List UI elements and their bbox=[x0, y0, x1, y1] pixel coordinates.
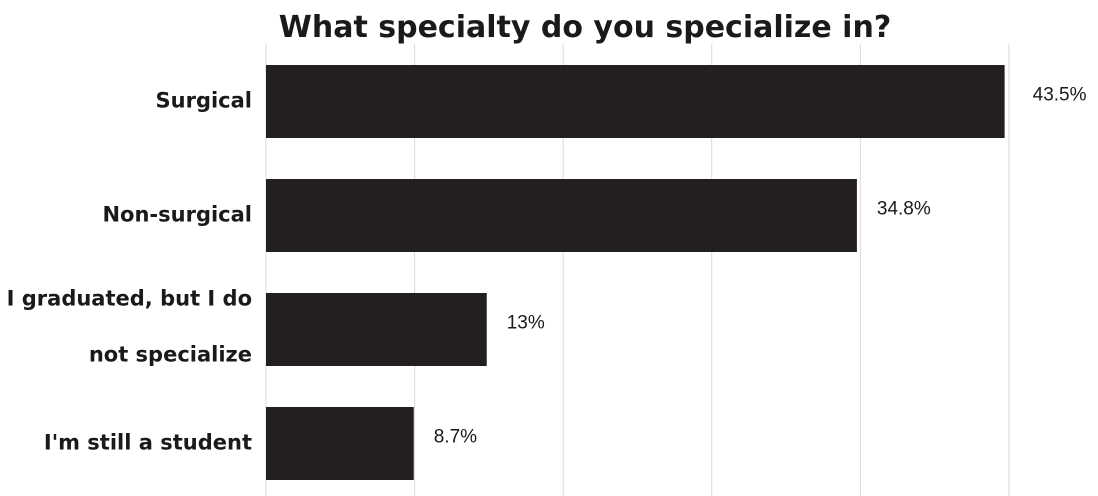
value-label-0: 43.5% bbox=[1033, 85, 1087, 106]
bar-2 bbox=[266, 293, 487, 366]
chart-title: What specialty do you specialize in? bbox=[278, 10, 892, 45]
value-label-3: 8.7% bbox=[434, 427, 477, 448]
category-label-3: I'm still a student bbox=[44, 431, 252, 455]
value-label-2: 13% bbox=[507, 313, 545, 334]
bar-3 bbox=[266, 407, 414, 480]
category-label-2-line-0: I graduated, but I do bbox=[7, 287, 252, 311]
bar-0 bbox=[266, 65, 1005, 138]
category-label-1: Non-surgical bbox=[102, 203, 252, 227]
value-label-1: 34.8% bbox=[877, 199, 931, 220]
category-label-0: Surgical bbox=[156, 89, 252, 113]
category-label-2-line-1: not specialize bbox=[89, 343, 252, 367]
bar-1 bbox=[266, 179, 857, 252]
